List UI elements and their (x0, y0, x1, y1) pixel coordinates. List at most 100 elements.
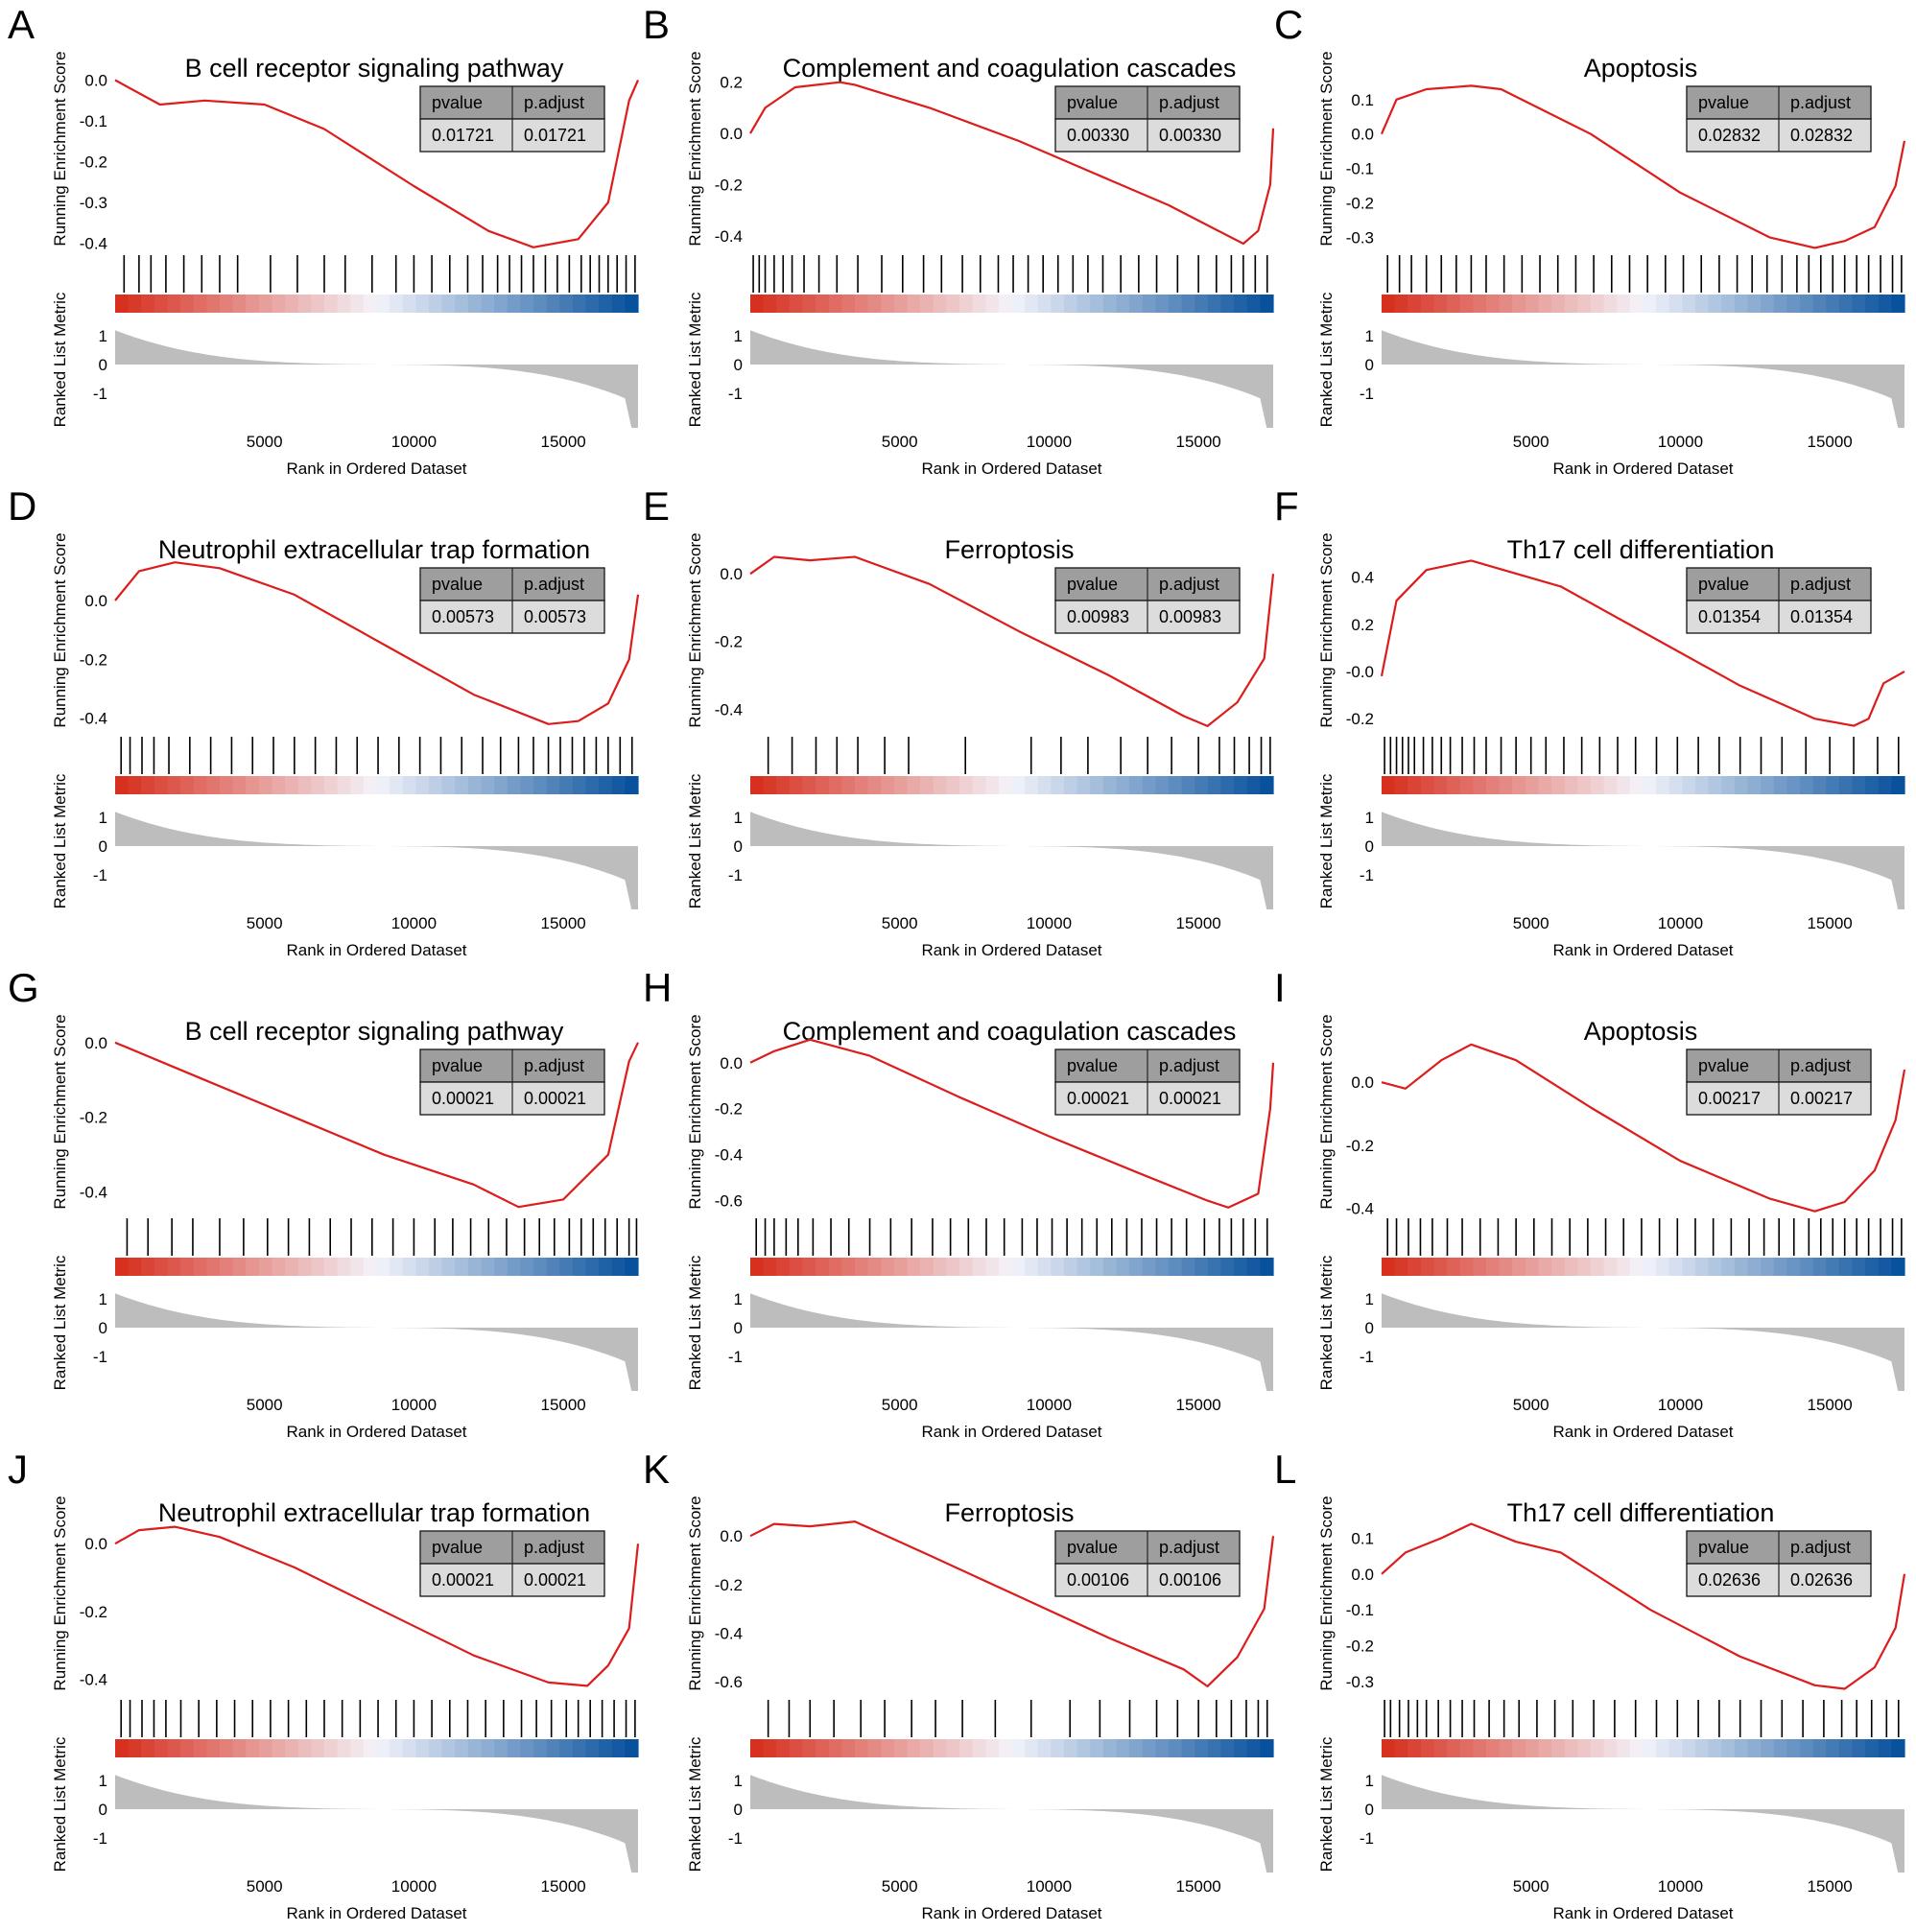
es-tick-label: -0.2 (1346, 1137, 1374, 1155)
heat-segment (1852, 776, 1866, 794)
heat-segment (1525, 776, 1540, 794)
chart-title: Ferroptosis (944, 535, 1074, 564)
metric-axis-label: Ranked List Metric (51, 1255, 69, 1390)
heat-segment (429, 1258, 443, 1276)
heat-segment (1800, 295, 1814, 313)
heat-segment (324, 1258, 339, 1276)
x-tick-label: 15000 (1807, 433, 1852, 451)
heat-segment (1591, 295, 1605, 313)
heat-segment (363, 1258, 378, 1276)
heat-segment (611, 1258, 626, 1276)
heat-segment (841, 1258, 856, 1276)
heat-segment (546, 776, 560, 794)
metric-axis-label: Ranked List Metric (1317, 773, 1336, 908)
heat-segment (1382, 776, 1396, 794)
es-tick-label: 0.0 (84, 592, 107, 610)
heat-segment (1155, 1739, 1170, 1757)
heat-segment (1812, 295, 1827, 313)
heat-segment (1838, 776, 1854, 794)
x-tick-label: 5000 (882, 433, 918, 451)
x-tick-label: 15000 (540, 914, 585, 932)
heat-segment (1129, 1739, 1144, 1757)
metric-tick-label: -1 (1360, 1829, 1374, 1848)
heat-segment (1195, 1258, 1209, 1276)
heat-segment (920, 295, 934, 313)
es-tick-label: -0.1 (1346, 1601, 1374, 1619)
padjust-value: 0.00217 (1790, 1089, 1853, 1108)
heat-segment (1865, 1739, 1880, 1757)
padjust-value: 0.02832 (1790, 126, 1853, 145)
heat-segment (920, 776, 934, 794)
heat-segment (232, 295, 247, 313)
heat-segment (599, 295, 613, 313)
metric-tick-label: -1 (728, 1348, 743, 1366)
heat-segment (1826, 295, 1840, 313)
heat-segment (1234, 1739, 1248, 1757)
metric-tick-label: 1 (1365, 1290, 1374, 1308)
heat-segment (1656, 776, 1670, 794)
heat-segment (1420, 1258, 1435, 1276)
heat-segment (1878, 295, 1892, 313)
heat-segment (1773, 1739, 1787, 1757)
chart-title: Apoptosis (1584, 54, 1698, 82)
heat-segment (1878, 776, 1892, 794)
heat-segment (1195, 776, 1209, 794)
metric-axis-label: Ranked List Metric (686, 1255, 704, 1390)
metric-tick-label: 1 (734, 327, 743, 345)
heat-segment (1220, 776, 1235, 794)
heat-segment (1260, 1739, 1274, 1757)
heat-segment (1459, 295, 1474, 313)
heat-segment (1800, 1739, 1814, 1757)
heat-segment (855, 1739, 869, 1757)
heat-segment (115, 1258, 130, 1276)
heat-segment (193, 1739, 207, 1757)
heat-segment (585, 295, 600, 313)
heat-segment (533, 1739, 548, 1757)
es-tick-label: -0.4 (715, 1146, 743, 1165)
heat-segment (363, 776, 378, 794)
pvalue-value: 0.02636 (1698, 1570, 1761, 1590)
heat-segment (559, 1739, 574, 1757)
heat-segment (246, 1739, 260, 1757)
heat-segment (1551, 1258, 1566, 1276)
ranked-metric-area (115, 330, 638, 428)
heat-segment (390, 776, 404, 794)
heat-segment (467, 295, 483, 313)
heat-segment (1761, 1258, 1775, 1276)
es-tick-label: 0.0 (84, 1034, 107, 1052)
heat-segment (1800, 776, 1814, 794)
heat-segment (441, 1258, 456, 1276)
heat-segment (115, 1739, 130, 1757)
heat-segment (1695, 1258, 1710, 1276)
metric-axis-label: Ranked List Metric (686, 773, 704, 908)
heat-segment (1394, 1739, 1408, 1757)
heat-segment (1708, 295, 1722, 313)
heat-segment (1838, 295, 1854, 313)
metric-axis-label: Ranked List Metric (1317, 1255, 1336, 1390)
stats-table: pvalue p.adjust 0.02832 0.02832 (1686, 85, 1872, 153)
heat-segment (324, 1739, 339, 1757)
heat-segment (1142, 776, 1156, 794)
x-tick-label: 10000 (1658, 433, 1703, 451)
heat-segment (946, 1258, 960, 1276)
padjust-header: p.adjust (1790, 1538, 1851, 1557)
x-tick-label: 15000 (1807, 1877, 1852, 1896)
heat-segment (311, 1258, 325, 1276)
metric-tick-label: 1 (99, 1290, 107, 1308)
heat-segment (1064, 1739, 1078, 1757)
heat-segment (1169, 295, 1183, 313)
heat-segment (402, 776, 416, 794)
pvalue-value: 0.00021 (1067, 1089, 1129, 1108)
heat-segment (776, 1258, 791, 1276)
heat-segment (985, 776, 1000, 794)
heat-segment (455, 1739, 469, 1757)
running-es-curve (114, 1041, 639, 1209)
metric-tick-label: 0 (734, 1319, 743, 1337)
heat-segment (1246, 1739, 1261, 1757)
heat-segment (1181, 1258, 1195, 1276)
heat-segment (324, 776, 339, 794)
heat-segment (507, 1258, 521, 1276)
heat-segment (441, 776, 456, 794)
ranked-metric-area (1382, 330, 1904, 428)
panel-k: K Ferroptosis Running Enrichment Score Rank… (643, 1447, 1275, 1922)
